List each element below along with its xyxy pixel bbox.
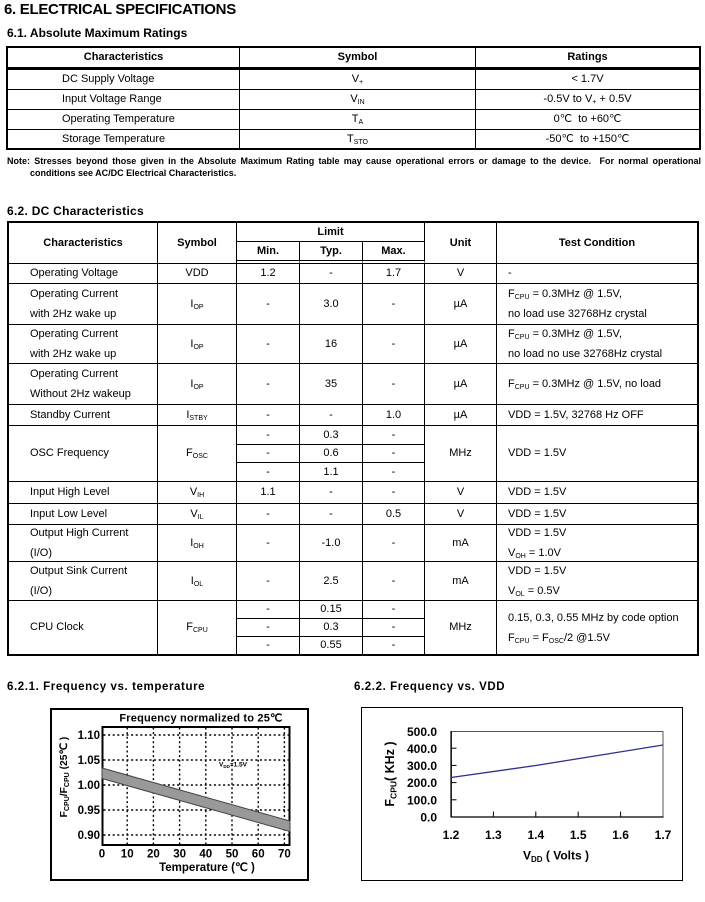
- svg-text:200.0: 200.0: [407, 776, 437, 790]
- svg-text:40: 40: [199, 849, 212, 861]
- svg-text:30: 30: [173, 849, 186, 861]
- svg-text:50: 50: [226, 849, 239, 861]
- svg-text:Frequency normalized to 25℃: Frequency normalized to 25℃: [119, 713, 282, 725]
- svg-text:100.0: 100.0: [407, 793, 437, 807]
- svg-text:1.7: 1.7: [655, 828, 672, 842]
- svg-text:FCPU/FCPU (25℃ ): FCPU/FCPU (25℃ ): [59, 737, 71, 818]
- svg-text:1.6: 1.6: [612, 828, 629, 842]
- svg-text:0: 0: [99, 849, 105, 861]
- svg-text:60: 60: [252, 849, 265, 861]
- svg-text:0.0: 0.0: [420, 810, 437, 824]
- svg-text:1.5: 1.5: [570, 828, 587, 842]
- svg-text:20: 20: [147, 849, 160, 861]
- svg-text:1.3: 1.3: [485, 828, 502, 842]
- svg-text:1.00: 1.00: [78, 780, 100, 792]
- svg-text:300.0: 300.0: [407, 759, 437, 773]
- svg-text:VDD=1.5V: VDD=1.5V: [219, 762, 248, 770]
- svg-text:Temperature (℃ ): Temperature (℃ ): [159, 861, 255, 874]
- svg-text:1.05: 1.05: [78, 755, 101, 767]
- svg-text:1.10: 1.10: [78, 730, 100, 742]
- svg-text:10: 10: [121, 849, 134, 861]
- svg-text:400.0: 400.0: [407, 742, 437, 756]
- svg-text:0.90: 0.90: [78, 830, 100, 842]
- svg-text:1.2: 1.2: [443, 828, 460, 842]
- svg-text:70: 70: [278, 849, 291, 861]
- svg-text:0.95: 0.95: [78, 805, 101, 817]
- svg-text:1.4: 1.4: [527, 828, 544, 842]
- svg-text:500.0: 500.0: [407, 725, 437, 739]
